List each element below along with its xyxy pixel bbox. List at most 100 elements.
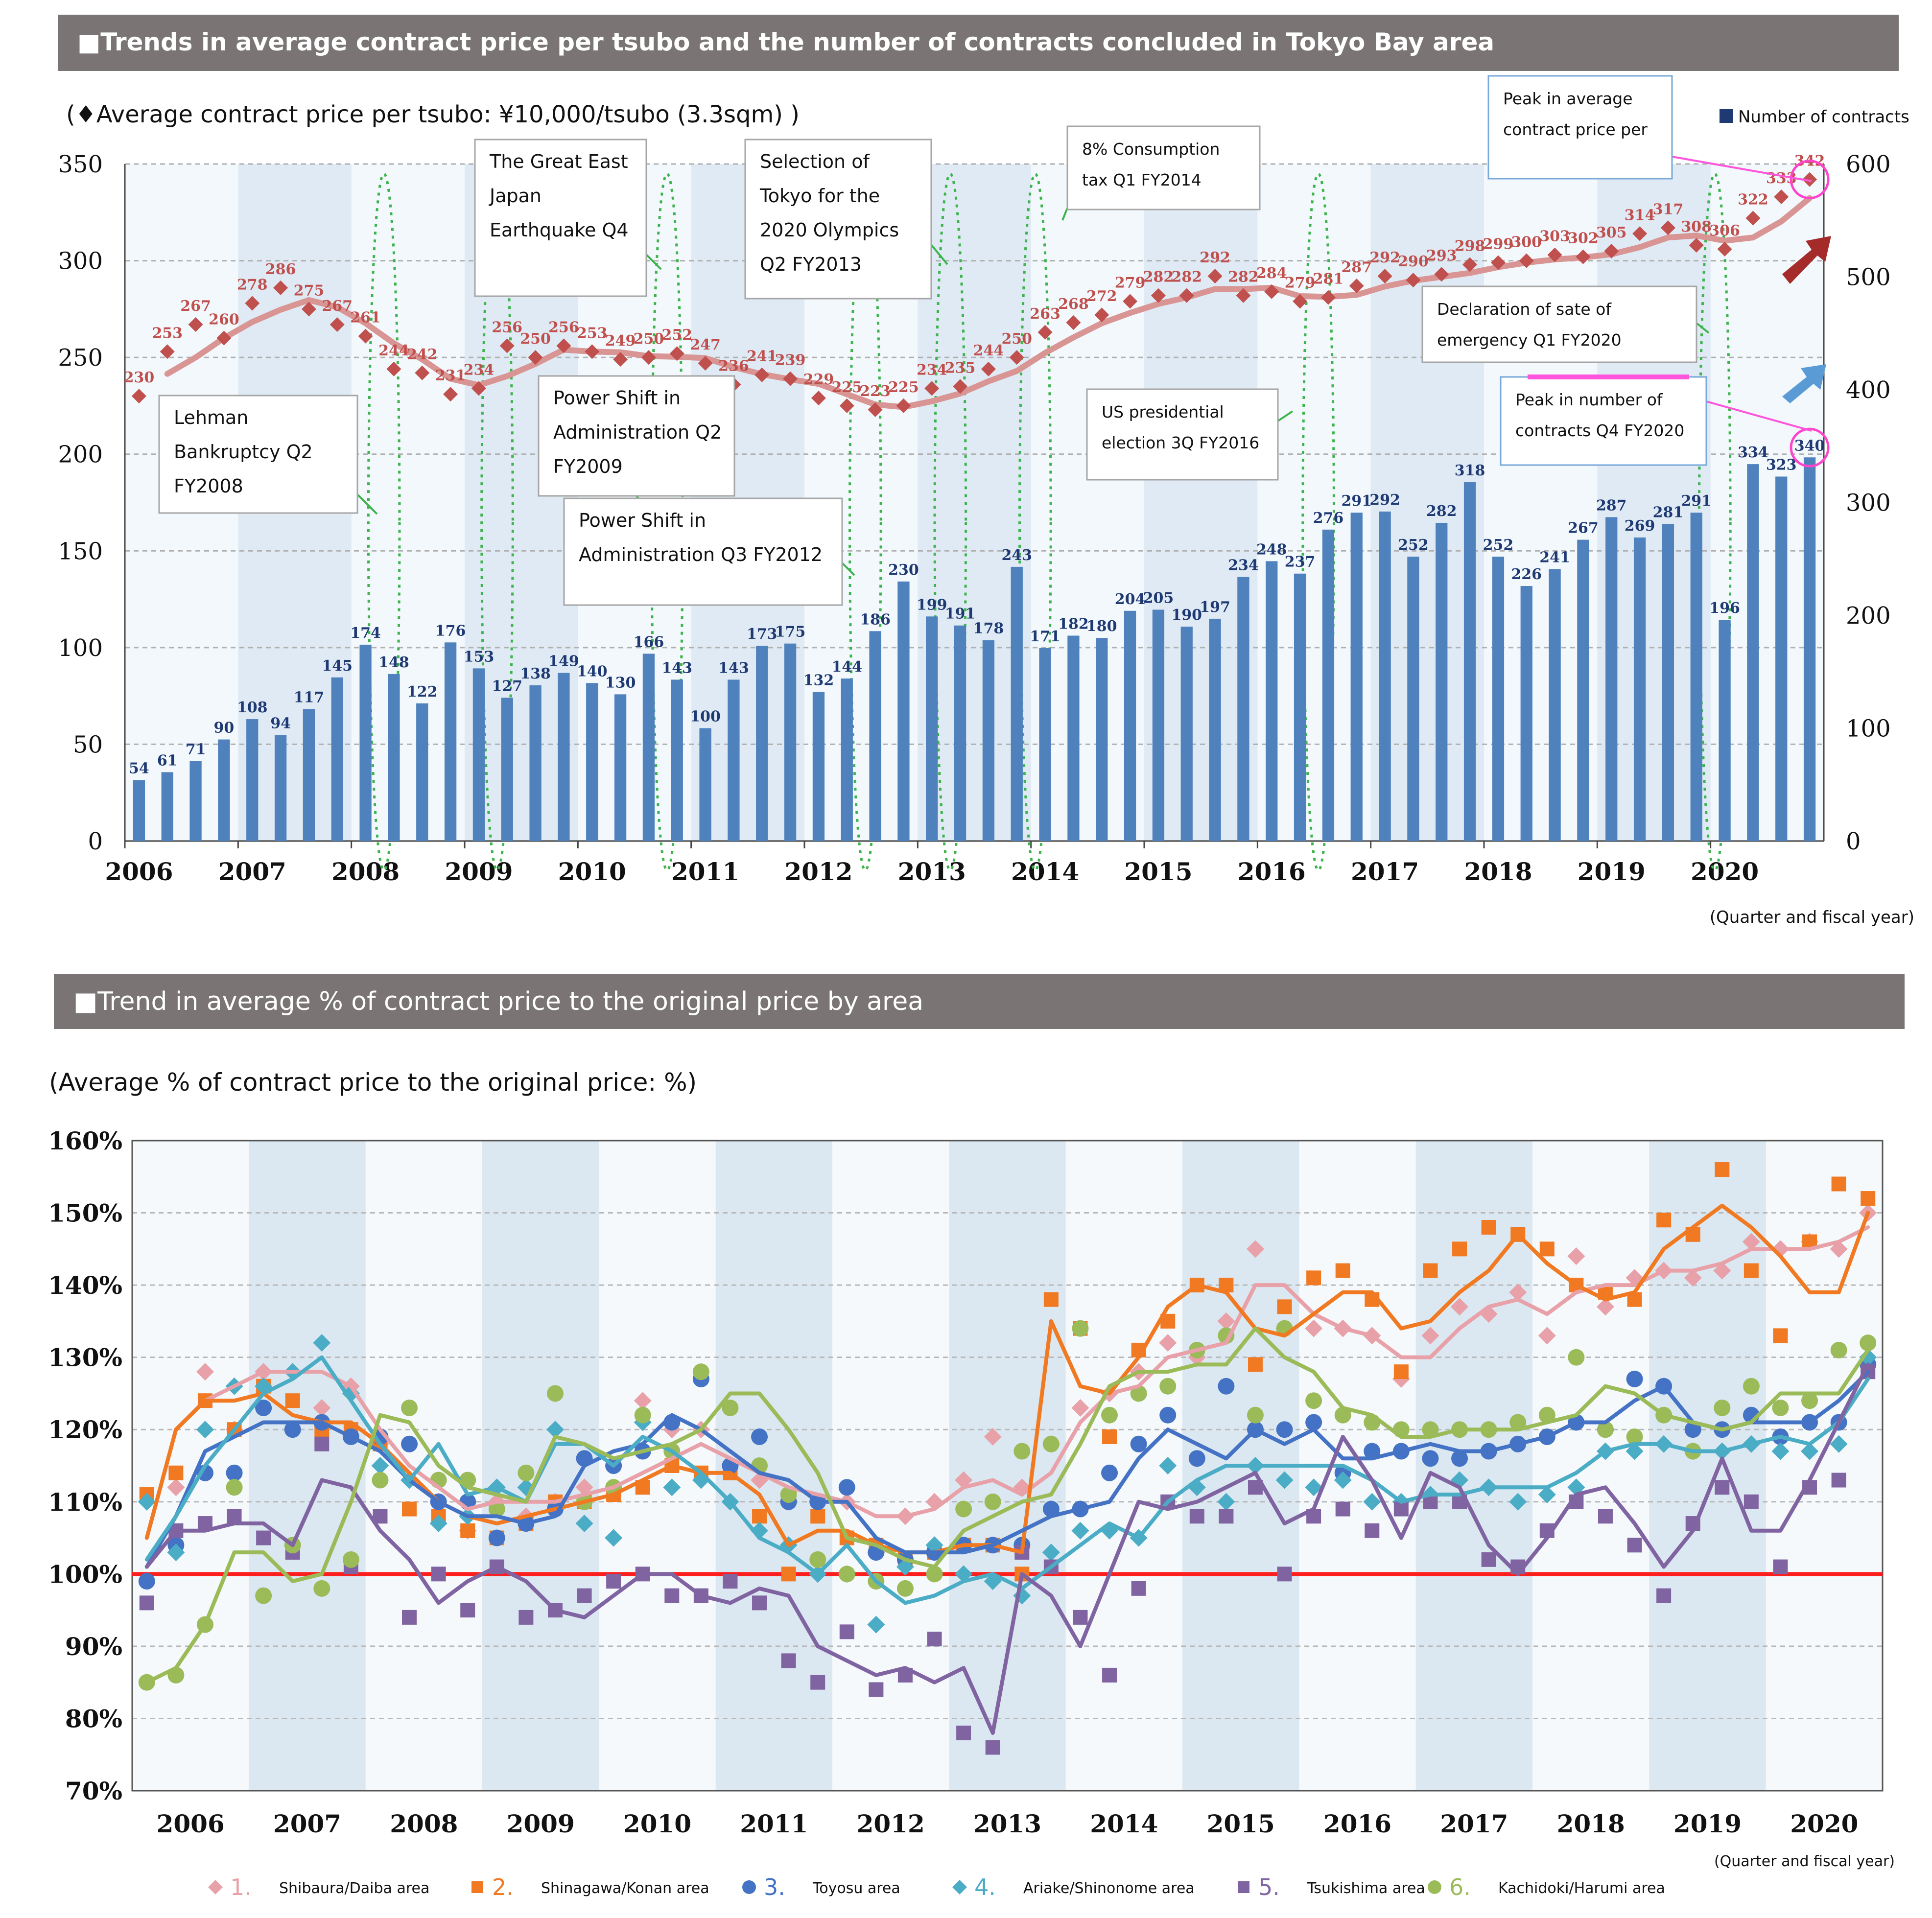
annotation-box	[1421, 285, 1697, 363]
series-marker	[1773, 1328, 1788, 1343]
price-label: 268	[1058, 296, 1089, 313]
x-year-label: 2012	[784, 857, 852, 886]
x-year-label: 2019	[1673, 1809, 1742, 1838]
annotation-text: Bankruptcy Q2	[174, 441, 313, 463]
annotation-leader-line	[1706, 400, 1812, 432]
series-marker	[1744, 1263, 1759, 1278]
series-marker	[1277, 1567, 1292, 1582]
price-label: 275	[294, 282, 325, 299]
series-marker	[1509, 1493, 1527, 1511]
annotation-text: contract price per	[1503, 120, 1648, 139]
contract-bar	[1209, 618, 1221, 841]
price-label: 256	[492, 319, 522, 336]
price-label: 292	[1200, 249, 1230, 266]
series-marker	[1626, 1428, 1643, 1445]
bottom-legend: 1. Shibaura/Daiba area 2. Shinagawa/Konan a…	[208, 1874, 1665, 1900]
series-marker	[1421, 1327, 1439, 1345]
contract-bar	[1690, 513, 1702, 841]
price-marker	[1037, 325, 1053, 340]
price-label: 261	[350, 309, 381, 327]
series-marker	[1568, 1349, 1585, 1366]
series-trend-line	[144, 1370, 1870, 1569]
contract-bar	[1124, 610, 1136, 841]
top-plot-area: 0 50 100 150 200 250 300 350 0 100 200 300 400 500 600…	[58, 75, 1891, 886]
series-marker	[402, 1501, 417, 1517]
contract-bar	[331, 677, 343, 841]
price-marker	[754, 367, 770, 382]
price-label: 249	[605, 332, 636, 350]
series-marker	[1071, 1399, 1089, 1417]
series-marker	[1188, 1450, 1205, 1467]
annotation-text: Administration Q2	[553, 421, 722, 443]
series-marker	[1831, 1473, 1846, 1488]
legend-number: 5.	[1258, 1874, 1280, 1900]
price-marker	[1717, 241, 1732, 257]
contract-bar-label: 176	[435, 622, 466, 639]
contract-bar	[472, 668, 485, 841]
annotation-leader-line	[1696, 322, 1710, 334]
price-label: 303	[1539, 228, 1570, 245]
price-marker	[1632, 226, 1648, 241]
contract-bar-label: 180	[1086, 618, 1117, 635]
annotation-leader-line	[841, 562, 855, 576]
series-marker	[1042, 1500, 1060, 1518]
contract-bar	[642, 654, 655, 841]
series-marker	[1071, 1521, 1089, 1540]
legend-label: Tsukishima area	[1307, 1880, 1425, 1897]
price-marker	[1802, 172, 1817, 187]
annotation-text: US presidential	[1102, 402, 1224, 421]
series-marker	[168, 1465, 184, 1480]
series-marker	[1305, 1392, 1322, 1409]
price-label: 234	[917, 361, 947, 378]
series-marker	[1861, 1191, 1876, 1206]
contract-bar	[1322, 529, 1335, 841]
x-year-label: 2008	[331, 857, 400, 886]
series-marker	[1013, 1443, 1031, 1460]
series-trend-line	[144, 1225, 1870, 1540]
series-marker	[1219, 1509, 1234, 1524]
bottom-header-bar	[54, 974, 1905, 1029]
contract-bar-label: 178	[973, 620, 1004, 637]
price-label: 281	[1313, 271, 1344, 288]
annotation-text: Peak in number of	[1515, 390, 1663, 409]
price-label: 267	[180, 298, 211, 315]
series-marker	[1598, 1509, 1613, 1524]
price-label: 250	[1001, 330, 1032, 348]
contract-bar-label: 174	[350, 625, 381, 642]
year-band	[1415, 1141, 1532, 1791]
bottom-chart-header: ■Trend in average % of contract price to…	[54, 974, 1905, 1029]
series-marker	[1130, 1435, 1147, 1452]
contract-bar-label: 173	[747, 626, 778, 643]
contract-bar	[699, 728, 711, 841]
annotation-box	[563, 497, 843, 606]
series-marker	[1393, 1501, 1409, 1517]
x-year-label: 2016	[1238, 857, 1306, 886]
contract-bar-label: 334	[1738, 444, 1768, 461]
contract-bar	[501, 698, 513, 841]
series-marker	[810, 1509, 825, 1524]
contract-bar	[1379, 511, 1391, 841]
annotation-text: election 3Q FY2016	[1102, 433, 1259, 452]
series-marker	[1130, 1385, 1147, 1402]
series-marker	[810, 1675, 825, 1690]
series-marker	[1217, 1493, 1235, 1511]
x-year-label: 2009	[445, 857, 513, 886]
contract-bar-label: 281	[1653, 504, 1684, 521]
contract-bar-label: 143	[718, 659, 749, 677]
annotation-box	[1487, 75, 1673, 180]
price-label: 239	[775, 352, 806, 369]
series-marker	[984, 1493, 1001, 1510]
annotation-leader-line	[645, 254, 662, 270]
contract-bar-label: 204	[1115, 591, 1146, 608]
price-label: 282	[1143, 269, 1174, 286]
series-marker	[1451, 1298, 1469, 1316]
legend-number: 6.	[1449, 1874, 1471, 1900]
y-left-tick-label: 350	[58, 151, 103, 178]
x-year-label: 2011	[671, 857, 739, 886]
series-marker	[138, 1493, 156, 1511]
series-marker	[313, 1399, 331, 1417]
annotation-leader-line	[1672, 156, 1812, 182]
contract-bar-label: 182	[1058, 615, 1089, 632]
series-marker	[1306, 1270, 1321, 1286]
contract-bar-label: 318	[1455, 462, 1485, 479]
